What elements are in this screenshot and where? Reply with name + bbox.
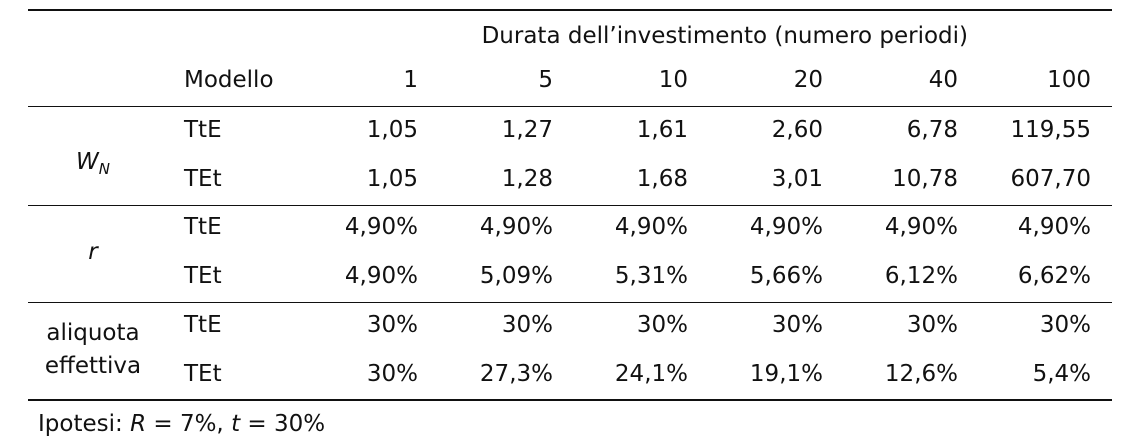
group-label-effettiva: effettiva	[44, 353, 142, 379]
value-cell: 5,4%	[1032, 361, 1091, 387]
group-label-aliquota: aliquota	[46, 320, 140, 346]
value-cell: 4,90%	[1017, 214, 1091, 240]
span-header: Durata dell’investimento (numero periodi…	[481, 23, 968, 49]
wn-main: W	[76, 149, 99, 175]
rule-group-1	[28, 205, 1112, 206]
footnote: Ipotesi: R = 7%, t = 30%	[38, 410, 325, 438]
footnote-t-value: = 30%	[240, 411, 326, 437]
duration-header: 20	[793, 67, 823, 93]
value-cell: 30%	[501, 312, 553, 338]
value-cell: 4,90%	[344, 214, 418, 240]
value-cell: 3,01	[771, 166, 823, 192]
duration-header: 1	[403, 67, 418, 93]
footnote-r-value: = 7%,	[146, 411, 232, 437]
wn-sub: N	[98, 160, 110, 178]
duration-header: 40	[928, 67, 958, 93]
value-cell: 5,09%	[479, 263, 553, 289]
value-cell: 4,90%	[749, 214, 823, 240]
duration-header: 100	[1047, 67, 1091, 93]
footnote-prefix: Ipotesi:	[38, 411, 131, 437]
model-cell: TEt	[184, 166, 222, 192]
value-cell: 1,27	[501, 117, 553, 143]
value-cell: 4,90%	[479, 214, 553, 240]
rule-header	[28, 106, 1112, 107]
value-cell: 24,1%	[614, 361, 688, 387]
value-cell: 6,62%	[1017, 263, 1091, 289]
value-cell: 1,28	[501, 166, 553, 192]
results-table: Durata dell’investimento (numero periodi…	[28, 0, 1112, 447]
footnote-r-symbol: R	[130, 411, 147, 437]
duration-header: 5	[538, 67, 553, 93]
value-cell: 607,70	[1010, 166, 1091, 192]
value-cell: 12,6%	[884, 361, 958, 387]
model-cell: TtE	[184, 214, 222, 240]
model-cell: TEt	[184, 361, 222, 387]
value-cell: 30%	[366, 361, 418, 387]
value-cell: 1,05	[366, 166, 418, 192]
value-cell: 119,55	[1010, 117, 1091, 143]
model-cell: TtE	[184, 312, 222, 338]
model-header: Modello	[184, 67, 274, 93]
value-cell: 30%	[771, 312, 823, 338]
rule-group-2	[28, 302, 1112, 303]
value-cell: 4,90%	[614, 214, 688, 240]
value-cell: 27,3%	[479, 361, 553, 387]
group-label-r: r	[88, 239, 98, 265]
footnote-t-symbol: t	[231, 411, 241, 437]
model-cell: TEt	[184, 263, 222, 289]
value-cell: 10,78	[892, 166, 958, 192]
value-cell: 30%	[1039, 312, 1091, 338]
value-cell: 6,12%	[884, 263, 958, 289]
rule-bottom	[28, 399, 1112, 401]
value-cell: 5,66%	[749, 263, 823, 289]
value-cell: 30%	[906, 312, 958, 338]
value-cell: 1,68	[636, 166, 688, 192]
value-cell: 19,1%	[749, 361, 823, 387]
value-cell: 4,90%	[884, 214, 958, 240]
group-label-wn: WN	[28, 148, 158, 183]
value-cell: 1,05	[366, 117, 418, 143]
value-cell: 4,90%	[344, 263, 418, 289]
value-cell: 1,61	[636, 117, 688, 143]
value-cell: 30%	[636, 312, 688, 338]
rule-top	[28, 9, 1112, 11]
value-cell: 5,31%	[614, 263, 688, 289]
model-cell: TtE	[184, 117, 222, 143]
duration-header: 10	[658, 67, 688, 93]
value-cell: 30%	[366, 312, 418, 338]
value-cell: 6,78	[906, 117, 958, 143]
value-cell: 2,60	[771, 117, 823, 143]
